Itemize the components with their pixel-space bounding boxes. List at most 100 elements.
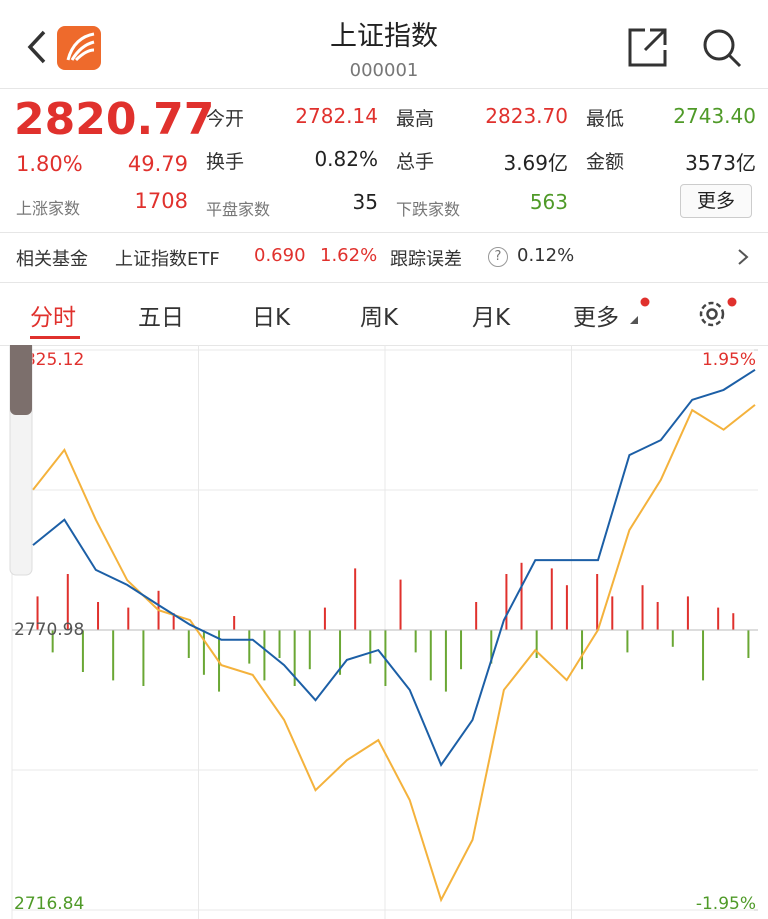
divider	[0, 345, 768, 346]
volume-bar	[550, 568, 553, 630]
share-button[interactable]	[628, 28, 667, 67]
stat-label: 下跌家数	[396, 200, 461, 219]
volume-bar	[263, 630, 266, 681]
volume-bar	[460, 630, 463, 670]
help-icon[interactable]: ?	[488, 247, 508, 267]
y2-tick-label: -1.95%	[696, 894, 756, 914]
volume-bar	[233, 616, 236, 630]
stat-label: 最低	[586, 108, 625, 130]
y-tick-label: 2770.98	[14, 620, 84, 640]
rise: 1708	[134, 189, 188, 213]
volume-bar	[369, 630, 372, 664]
fund-name[interactable]: 上证指数ETF	[115, 249, 220, 270]
stat-label: 金额	[586, 151, 625, 173]
volume-bar	[686, 596, 689, 630]
tab[interactable]: 日K	[252, 305, 291, 331]
stat-label: 换手	[206, 151, 245, 173]
stat-value: 35	[352, 190, 378, 214]
stat-value: 2782.14	[295, 104, 378, 128]
volume-bar	[97, 602, 100, 630]
stat-label: 总手	[396, 151, 435, 173]
header-icons	[27, 26, 742, 70]
stat-value: 3.69亿	[503, 151, 568, 175]
stat-value: 563	[529, 190, 568, 214]
volume-bar	[127, 607, 130, 630]
divider	[0, 88, 768, 89]
volume-bar	[717, 607, 720, 630]
volume-bar	[142, 630, 145, 686]
volume-bar	[702, 630, 705, 681]
tab[interactable]: 五日	[138, 305, 184, 331]
stat-value: 0.82%	[314, 147, 378, 171]
volume-bar	[323, 607, 326, 630]
volume-bar	[581, 630, 584, 670]
volume-bar	[66, 574, 69, 630]
divider	[0, 232, 768, 233]
volume-bar	[278, 630, 281, 658]
volume-bar	[671, 630, 674, 647]
fund-pct: 1.62%	[320, 245, 378, 266]
volume-bar	[172, 613, 175, 630]
rise-label: 上涨家数	[16, 199, 81, 218]
tab[interactable]: 分时	[30, 305, 76, 331]
volume-bar	[293, 630, 296, 686]
volume-bar	[656, 602, 659, 630]
code: 000001	[349, 60, 419, 81]
price-line	[32, 368, 756, 767]
search-button[interactable]	[703, 29, 742, 68]
settings-button[interactable]	[699, 301, 725, 327]
tab-underline	[30, 336, 80, 339]
stat-value: 3573亿	[685, 151, 756, 175]
stat-label: 最高	[396, 108, 435, 130]
y2-tick-label: 1.95%	[702, 350, 756, 370]
volume-bar	[354, 568, 357, 630]
volume-bar	[520, 562, 523, 630]
volume-bar	[429, 630, 432, 681]
price-line	[32, 404, 756, 903]
track-value: 0.12%	[517, 245, 575, 266]
volume-bar	[732, 613, 735, 630]
volume-bar	[112, 630, 115, 681]
stat-value: 2823.70	[485, 104, 568, 128]
stat-value: 2743.40	[673, 104, 756, 128]
back-button[interactable]	[27, 30, 46, 64]
volume-bar	[414, 630, 417, 653]
logo-mark	[66, 32, 95, 62]
fund-label: 相关基金	[16, 249, 88, 270]
volume-bar	[187, 630, 190, 658]
volume-bar	[626, 630, 629, 653]
fund-price: 0.690	[254, 245, 306, 266]
volume-bar	[339, 630, 342, 675]
chevron[interactable]	[736, 247, 750, 267]
volume-bar	[202, 630, 205, 675]
change-pct: 1.80%	[16, 152, 83, 176]
volume-bar	[641, 585, 644, 630]
title: 上证指数	[330, 21, 438, 52]
volume-bar	[308, 630, 311, 670]
y-tick-label: 2716.84	[14, 894, 84, 914]
volume-bar	[399, 579, 402, 630]
volume-bar	[565, 585, 568, 630]
price: 2820.77	[14, 94, 215, 145]
volume-bar	[36, 596, 39, 630]
volume-bar	[81, 630, 84, 672]
volume-bar	[535, 630, 538, 658]
volume-bar	[248, 630, 251, 664]
stat-label: 平盘家数	[206, 200, 271, 219]
tab[interactable]: 更多	[573, 305, 619, 331]
tab[interactable]: 周K	[360, 305, 399, 331]
volume-bar	[490, 630, 493, 664]
volume-bar	[611, 596, 614, 630]
stat-label: 今开	[206, 108, 245, 130]
tab[interactable]: 月K	[472, 305, 511, 331]
volume-bar	[475, 602, 478, 630]
volume-bar	[596, 574, 599, 630]
scroll-thumb	[10, 345, 32, 415]
more-button[interactable]: 更多	[680, 184, 752, 218]
tab-icons	[630, 297, 737, 327]
track-label: 跟踪误差	[390, 249, 462, 270]
volume-bar	[505, 574, 508, 630]
